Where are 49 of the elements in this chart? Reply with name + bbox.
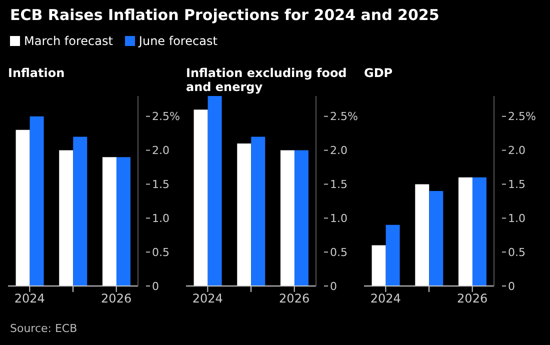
bar [194,110,208,286]
chart-subtitle: GDP [364,66,394,82]
bar [294,150,308,286]
y-tick-label: 0.5 [152,246,170,259]
chart-subtitle: Inflation [8,66,66,82]
y-tick-label: 0 [152,280,159,293]
bar [116,157,130,286]
y-tick-label: 1.5 [508,178,526,192]
bar [237,144,252,286]
x-tick-label: 2026 [101,292,132,306]
y-tick-label: 2.5% [330,110,358,124]
x-tick-label: 2024 [192,292,223,306]
x-tick-label: 2024 [370,292,401,306]
y-tick-label: 1.5 [152,178,170,192]
y-tick-label: 0.5 [508,246,526,259]
y-tick-label: 2.5% [508,110,536,124]
bar [280,150,294,286]
x-tick-label: 2026 [457,292,488,306]
y-tick-label: 2.0 [152,144,170,158]
bar [102,157,116,286]
legend-label: March forecast [23,34,113,48]
text: ECB Raises Inflation Projections for 2024 and 2025 [10,6,440,24]
source-note: Source: ECB [10,322,78,335]
y-tick-label: 1.5 [330,178,348,192]
bar [73,136,88,286]
bar [30,116,44,286]
bar [59,150,74,286]
bar [386,224,400,286]
y-tick-label: 2.5% [152,110,180,124]
y-tick-label: 1.0 [508,212,526,225]
y-tick-label: 1.0 [330,212,348,225]
y-tick-label: 1.0 [152,212,170,225]
y-tick-label: 0 [330,280,337,293]
bar [208,96,222,286]
x-tick-label: 2024 [14,292,45,306]
y-tick-label: 0.5 [330,246,348,259]
bar [458,177,472,286]
bar [16,130,30,286]
x-tick-label: 2026 [279,292,310,306]
legend-label: June forecast [137,34,218,48]
chart-subtitle: Inflation excluding food and energy [186,66,348,96]
y-tick-label: 2.0 [508,144,526,158]
bar [415,184,430,286]
bar [429,191,444,286]
bar [472,177,486,286]
y-tick-label: 0 [508,280,515,293]
bar [372,245,386,286]
bar [251,136,266,286]
y-tick-label: 2.0 [330,144,348,158]
